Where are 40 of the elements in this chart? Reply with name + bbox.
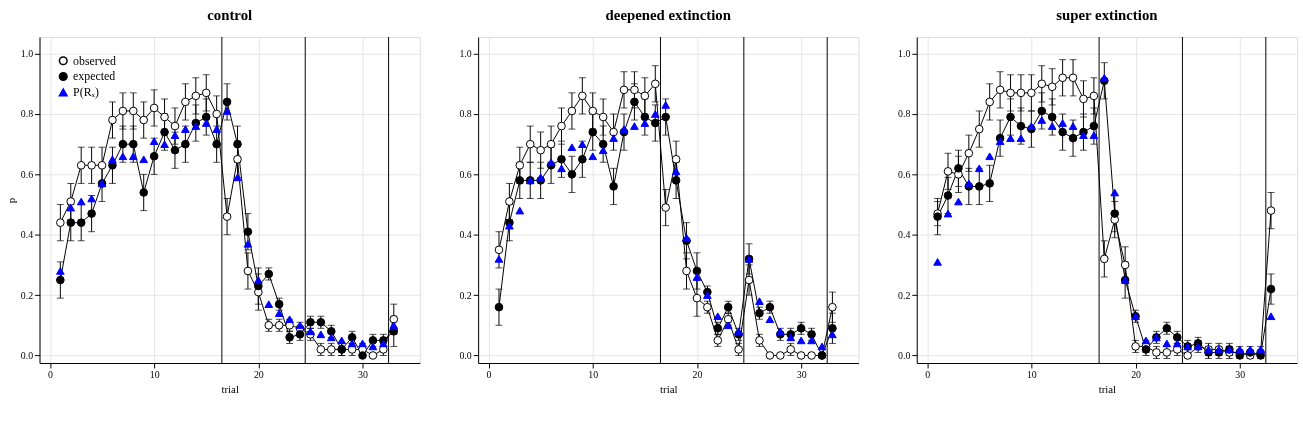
y-tick-label: 0.2 [459,289,472,301]
x-tick-label: 30 [796,369,807,381]
x-tick-label: 20 [692,369,703,381]
y-tick-label: 0.8 [20,108,34,120]
y-tick-label: 0.6 [459,168,472,180]
y-tick-label: 0.2 [20,289,34,301]
y-tick-label: 0.2 [897,289,911,301]
y-tick-label: 0.0 [20,349,34,361]
x-axis-title: trial [221,383,239,396]
chart-title: control [207,6,253,23]
x-axis-title: trial [660,383,678,396]
y-tick-label: 0.4 [897,229,911,241]
y-tick-label: 0.0 [897,349,911,361]
y-tick-label: 0.4 [20,229,34,241]
y-tick-label: 0.8 [897,108,911,120]
x-axis-title: trial [1098,383,1117,396]
y-tick-label: 0.6 [20,168,34,180]
x-tick-label: 20 [1131,369,1142,381]
y-tick-label: 1.0 [897,48,911,60]
x-tick-label: 20 [253,369,264,381]
y-tick-label: 0.0 [459,349,472,361]
chart-title: super extinction [1056,6,1158,23]
legend-label: observed [73,53,116,68]
legend-label: P(Rₓ) [73,85,99,100]
x-tick-label: 0 [925,369,931,381]
x-tick-label: 30 [358,369,369,381]
y-tick-label: 1.0 [20,48,34,60]
y-tick-label: 0.4 [459,229,472,241]
x-tick-label: 10 [1026,369,1037,381]
y-tick-label: 0.6 [897,168,911,180]
chart-title: deepened extinction [605,6,731,23]
x-tick-label: 0 [47,369,53,381]
x-tick-label: 10 [149,369,160,381]
x-tick-label: 10 [588,369,599,381]
x-tick-label: 30 [1235,369,1246,381]
y-tick-label: 1.0 [459,48,472,60]
x-tick-label: 0 [486,369,492,381]
legend-label: expected [73,69,116,84]
y-axis-title: p [4,197,17,204]
y-tick-label: 0.8 [459,108,472,120]
